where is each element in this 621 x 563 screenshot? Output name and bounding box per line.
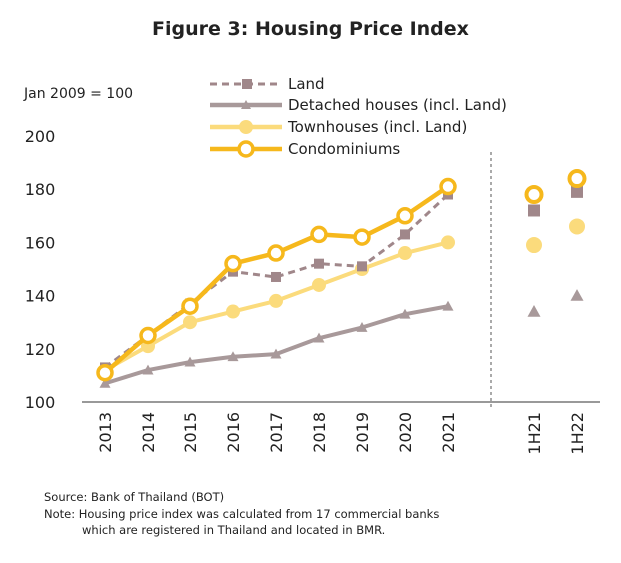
townhouses-point [183,315,197,330]
x-tick-label: 2013 [96,412,115,453]
detached-point [184,356,196,367]
detached-point [570,289,584,301]
x-tick-label: 2018 [310,412,329,453]
condominiums-point [310,225,328,244]
legend-marker-condominiums [237,140,255,158]
townhouses-point [312,277,326,292]
x-tick-label: 2017 [267,412,286,453]
y-tick-label: 160 [25,233,56,252]
land-point [571,185,583,198]
land-point [528,204,540,217]
x-tick-label: 2015 [181,412,200,453]
townhouses-point [569,218,585,235]
y-tick-label: 100 [25,393,56,412]
x-tick-label: 2020 [396,412,415,453]
legend-label: Townhouses (incl. Land) [287,118,467,136]
note-line-2: which are registered in Thailand and loc… [82,523,386,537]
detached-point [356,322,368,332]
townhouses-point [398,246,412,261]
land-point [357,261,367,272]
townhouses-point [441,235,455,250]
y-tick-label: 180 [25,180,56,199]
series-line-land [104,193,450,369]
series-line-detached [104,304,449,386]
condominiums-point [439,177,457,196]
condominiums-point [267,244,285,262]
detached-point [270,348,282,359]
townhouses-point [226,304,240,319]
detached-point [527,305,541,317]
condominiums-point [181,297,199,315]
note-line-1: Note: Housing price index was calculated… [44,507,440,521]
detached-point [227,351,239,362]
land-point [314,258,324,269]
legend-marker-land [242,79,252,89]
y-tick-label: 200 [25,127,56,146]
x-tick-label: 2019 [353,412,372,453]
y-tick-label: 140 [25,287,56,306]
legend-marker-detached [241,100,251,109]
chart-title: Figure 3: Housing Price Index [152,18,469,40]
x-tick-label: 1H21 [525,412,544,455]
source-note: Source: Bank of Thailand (BOT) [44,490,225,504]
base-year-note: Jan 2009 = 100 [24,86,134,102]
condominiums-point [224,254,242,273]
detached-point [99,377,111,388]
condominiums-point [567,169,587,189]
x-tick-label: 1H22 [568,412,587,455]
y-tick-label: 120 [25,340,56,359]
condominiums-point [524,185,544,205]
detached-point [399,308,411,319]
land-point [271,271,281,282]
condominiums-point [96,363,114,382]
legend-label: Condominiums [288,140,400,158]
condominiums-point [139,326,157,345]
x-tick-label: 2014 [139,412,158,453]
detached-point [442,300,454,311]
legend-marker-townhouses [239,120,253,134]
land-point [400,229,410,240]
detached-point [313,332,325,343]
condominiums-point [353,228,371,246]
detached-point [142,364,154,375]
condominiums-point [396,207,414,225]
x-tick-label: 2021 [439,412,458,453]
legend-label: Land [288,75,325,93]
townhouses-point [526,237,542,254]
townhouses-point [269,293,283,308]
legend-label: Detached houses (incl. Land) [288,96,507,114]
x-tick-label: 2016 [224,412,243,453]
